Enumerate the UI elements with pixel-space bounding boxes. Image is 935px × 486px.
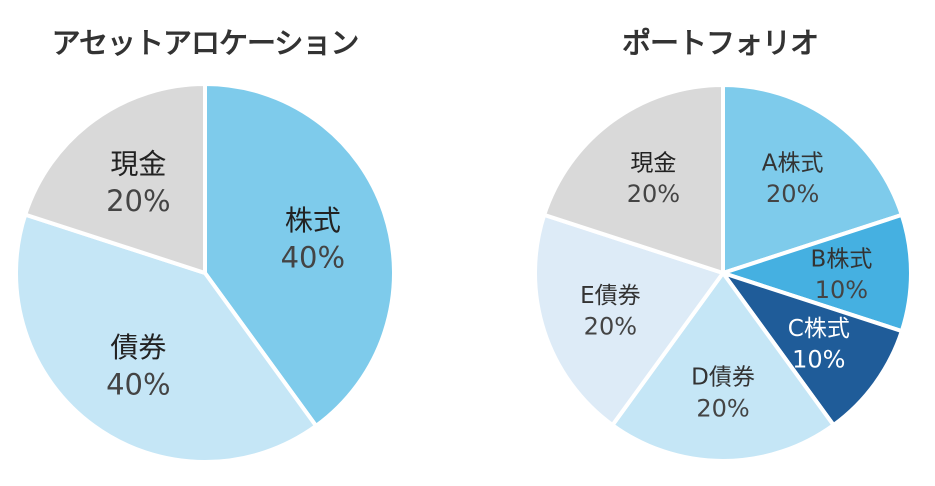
slice-value-label: 20% [584, 313, 637, 341]
slice-value-label: 10% [815, 276, 868, 304]
portfolio-chart: ポートフォリオ A株式 20% B株式 10% C株式 10% D債券 20% E債券 20% 現金… [500, 0, 935, 486]
pie-slice [203, 82, 396, 428]
slice-value-label: 40% [106, 367, 170, 401]
portfolio-pie: A株式 20% B株式 10% C株式 10% D債券 20% E債券 20% 現金 20% [533, 83, 913, 463]
slice-value-label: 20% [696, 394, 749, 422]
slice-value-label: 10% [792, 346, 845, 374]
slice-label: E債券 [580, 283, 641, 309]
slice-label: A株式 [762, 150, 824, 176]
pie-slice [610, 271, 836, 463]
asset-allocation-chart: アセットアロケーション 株式 40% 債券 40% 現金 20% [0, 0, 420, 486]
slice-value-label: 20% [766, 180, 819, 208]
pie-slice [23, 82, 207, 275]
slice-value-label: 20% [106, 184, 170, 218]
pie-slice [721, 271, 904, 428]
chart-title: アセットアロケーション [51, 26, 360, 60]
slice-label: 現金 [630, 150, 676, 176]
slice-value-label: 40% [281, 241, 345, 275]
slice-label: 債券 [110, 331, 166, 364]
pie-slice [721, 83, 904, 275]
slice-label: D債券 [691, 365, 755, 391]
slice-label: 株式 [285, 204, 341, 237]
slice-value-label: 20% [627, 180, 680, 208]
pie-slice [533, 212, 725, 428]
slice-label: C株式 [788, 316, 850, 342]
pie-slice [14, 212, 319, 464]
chart-title: ポートフォリオ [621, 26, 819, 60]
pie-slice [721, 212, 913, 334]
slice-label: 現金 [110, 147, 166, 180]
slice-label: B株式 [811, 246, 873, 272]
pie-slice [542, 83, 725, 275]
